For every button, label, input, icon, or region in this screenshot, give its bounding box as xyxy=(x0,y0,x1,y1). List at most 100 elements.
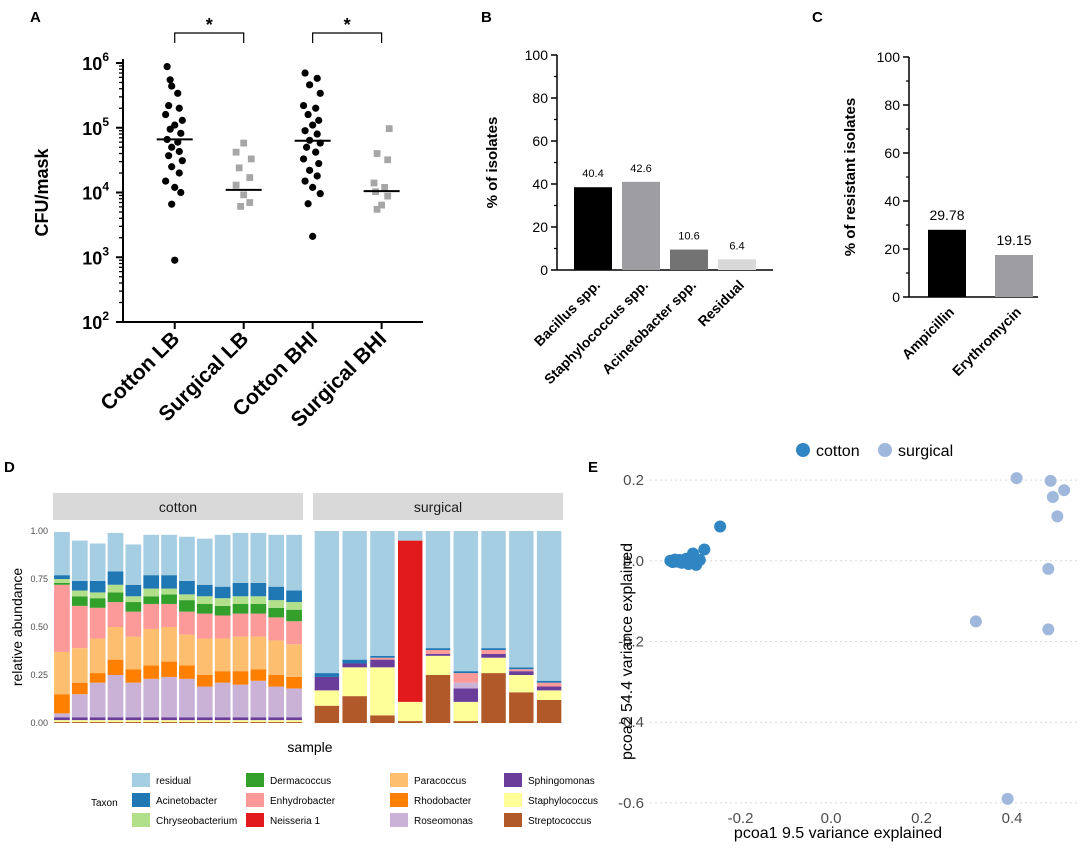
a-data-point xyxy=(177,129,185,137)
a-data-point xyxy=(316,190,324,198)
d-bar-segment xyxy=(89,580,106,593)
d-bar-segment xyxy=(214,605,231,616)
a-data-point xyxy=(246,174,254,181)
a-data-point xyxy=(168,200,176,208)
d-bar-segment xyxy=(370,659,395,668)
d-bar-segment xyxy=(179,722,195,723)
b-data-label: 10.6 xyxy=(678,231,699,243)
a-y-tick-label: 102 xyxy=(82,309,109,333)
d-bar-segment xyxy=(370,667,395,716)
d-bar-segment xyxy=(143,588,160,597)
a-y-axis-title: CFU/mask xyxy=(32,147,52,236)
d-bar-segment xyxy=(161,594,177,604)
b-y-tick-label: 0 xyxy=(540,262,548,278)
d-bar-segment xyxy=(54,694,70,714)
c-y-tick-label: 20 xyxy=(884,241,900,257)
a-data-point xyxy=(171,256,179,264)
d-bar-segment xyxy=(268,675,285,687)
a-data-point xyxy=(373,150,381,157)
panel-e-pcoa: 0.2 0.0 -0.2 -0.4 -0.6 -0.2 0.0 0.2 0.4 pcoa2 54.… xyxy=(618,443,1080,842)
b-y-tick-label: 100 xyxy=(525,47,549,63)
d-bar-segment xyxy=(425,531,451,649)
d-bar-segment xyxy=(232,722,249,723)
e-y-tick-label: -0.6 xyxy=(618,795,644,812)
d-bar-segment xyxy=(268,720,285,723)
d-bar-segment xyxy=(370,531,395,656)
d-bar-segment xyxy=(536,531,562,681)
d-bar-segment xyxy=(250,680,267,718)
d-bar-segment xyxy=(286,644,302,677)
d-bar-segment xyxy=(268,534,285,587)
d-legend-label: Acinetobacter xyxy=(156,796,218,807)
d-bar-segment xyxy=(143,717,160,721)
d-legend-key xyxy=(390,813,408,827)
a-data-point xyxy=(299,155,308,163)
d-facet-label: cotton xyxy=(159,499,197,515)
d-legend-key xyxy=(246,793,264,807)
d-bar-segment xyxy=(161,603,177,627)
d-y-axis-title: relative abundance xyxy=(9,568,25,687)
d-bar-segment xyxy=(196,538,213,585)
d-bar-segment xyxy=(107,602,124,627)
d-x-axis-title: sample xyxy=(287,739,332,755)
d-bar-segment xyxy=(125,682,142,718)
panel-label-c: C xyxy=(812,9,823,26)
d-bar-segment xyxy=(250,603,267,614)
d-bar-segment xyxy=(250,532,267,583)
d-bar-segment xyxy=(107,659,124,675)
d-bar-segment xyxy=(250,717,267,721)
d-bar-segment xyxy=(54,575,70,579)
d-bar-segment xyxy=(453,531,478,672)
d-bar-segment xyxy=(286,688,302,718)
a-data-point xyxy=(166,76,174,84)
d-bar-segment xyxy=(107,592,124,603)
d-bar-segment xyxy=(196,686,213,718)
b-x-tick-label: Acinetobacter spp. xyxy=(599,277,699,377)
c-data-label: 29.78 xyxy=(929,207,964,223)
d-bar-segment xyxy=(509,692,534,723)
d-bar-segment xyxy=(125,669,142,683)
d-legend-key xyxy=(390,773,408,787)
d-bar-segment xyxy=(398,701,423,722)
d-bar-segment xyxy=(196,722,213,723)
d-bar-segment xyxy=(107,720,124,723)
a-data-point xyxy=(165,152,173,160)
d-legend-key xyxy=(246,813,264,827)
e-x-tick-label: 0.4 xyxy=(1002,810,1023,827)
d-bar-segment xyxy=(314,673,340,677)
a-data-point xyxy=(315,116,323,124)
e-point-cotton xyxy=(714,520,727,533)
d-bar-segment xyxy=(425,675,451,723)
e-point-cotton xyxy=(693,553,706,566)
a-significance-label: * xyxy=(344,15,351,35)
d-legend-key xyxy=(390,793,408,807)
d-bar-segment xyxy=(143,596,160,604)
d-bar-segment xyxy=(107,717,124,721)
d-bar-segment xyxy=(107,675,124,718)
a-data-point xyxy=(232,148,240,156)
d-bar-segment xyxy=(268,617,285,641)
d-bar-segment xyxy=(196,717,213,721)
d-bar-segment xyxy=(370,715,395,723)
c-data-label: 19.15 xyxy=(996,232,1031,248)
e-y-tick-label: 0.0 xyxy=(623,553,644,570)
a-data-point xyxy=(385,125,393,133)
panel-label-e: E xyxy=(588,459,598,476)
a-data-point xyxy=(240,139,248,147)
a-y-tick-label: 105 xyxy=(82,115,109,139)
d-bar-segment xyxy=(250,613,267,637)
d-bar-segment xyxy=(268,686,285,718)
d-bar-segment xyxy=(232,684,249,718)
e-point-surgical xyxy=(1042,623,1055,636)
b-bar xyxy=(574,187,612,270)
d-bar-segment xyxy=(250,720,267,723)
d-bar-segment xyxy=(453,688,478,702)
d-bar-segment xyxy=(89,720,106,723)
d-bar-segment xyxy=(71,682,88,695)
d-bar-segment xyxy=(342,667,367,697)
a-data-point xyxy=(312,148,320,156)
a-data-point xyxy=(178,116,186,124)
d-bar-segment xyxy=(509,675,534,693)
d-bar-segment xyxy=(107,532,124,572)
d-legend-key xyxy=(132,813,150,827)
